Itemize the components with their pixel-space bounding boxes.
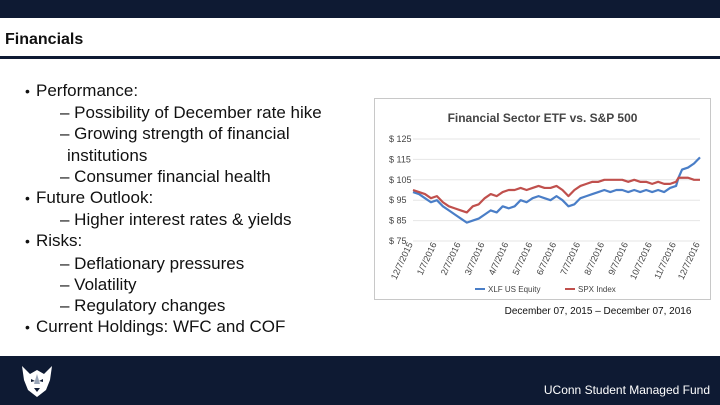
x-tick-label: 10/7/2016	[628, 241, 654, 282]
sub-bullet-item: – Volatility	[60, 274, 137, 294]
legend-label: SPX Index	[578, 285, 616, 294]
y-tick-label: $ 85	[389, 216, 407, 226]
bottom-banner: UConn Student Managed Fund	[0, 356, 720, 405]
sub-bullet-item: – Regulatory changes	[60, 296, 226, 316]
sub-bullet-continuation: institutions	[67, 145, 148, 165]
x-tick-label: 3/7/2016	[463, 241, 487, 277]
footer-label: UConn Student Managed Fund	[543, 383, 710, 397]
legend-label: XLF US Equity	[488, 285, 540, 294]
x-tick-label: 8/7/2016	[582, 241, 606, 277]
y-tick-label: $ 75	[389, 236, 407, 246]
x-tick-label: 7/7/2016	[558, 241, 582, 277]
husky-logo-icon	[22, 366, 52, 397]
x-tick-label: 9/7/2016	[606, 241, 630, 277]
line-chart: $ 75 $ 85 $ 95 $ 105 $ 115 $ 125 12/7/2015 1/7…	[389, 134, 702, 294]
x-tick-label: 6/7/2016	[534, 241, 558, 277]
y-tick-label: $ 125	[389, 134, 412, 144]
x-tick-label: 4/7/2016	[487, 241, 511, 277]
y-tick-label: $ 95	[389, 195, 407, 205]
x-tick-label: 11/7/2016	[652, 241, 678, 281]
bullet-item: • Future Outlook:	[25, 188, 154, 208]
chart-container: Financial Sector ETF vs. S&P 500 $ 75 $ 8…	[374, 98, 711, 300]
chart-caption: December 07, 2015 – December 07, 2016	[504, 306, 692, 317]
sub-bullet-item: – Consumer financial health	[60, 166, 271, 186]
x-tick-label: 12/7/2016	[676, 241, 702, 282]
title-divider	[0, 56, 720, 59]
y-tick-label: $ 115	[389, 154, 411, 164]
top-banner	[0, 0, 720, 18]
sub-bullet-item: – Deflationary pressures	[60, 253, 245, 273]
x-tick-label: 2/7/2016	[439, 241, 463, 277]
chart-title: Financial Sector ETF vs. S&P 500	[447, 111, 638, 125]
slide-title: Financials	[5, 31, 84, 48]
spx-series-line	[412, 176, 700, 214]
sub-bullet-item: – Possibility of December rate hike	[60, 103, 322, 123]
sub-bullet-item: – Growing strength of financial	[60, 124, 290, 144]
x-tick-label: 5/7/2016	[511, 241, 535, 277]
bullet-item: • Performance:	[25, 81, 139, 100]
bullet-item: • Current Holdings: WFC and COF	[25, 317, 286, 337]
bullet-list: • Performance: – Possibility of December …	[0, 80, 370, 338]
xlf-series-line	[412, 156, 701, 224]
x-tick-label: 1/7/2016	[415, 241, 439, 277]
sub-bullet-item: – Higher interest rates & yields	[60, 210, 292, 230]
y-tick-label: $ 105	[389, 175, 412, 185]
x-tick-label: 12/7/2015	[389, 241, 415, 282]
bullet-item: • Risks:	[25, 231, 83, 251]
